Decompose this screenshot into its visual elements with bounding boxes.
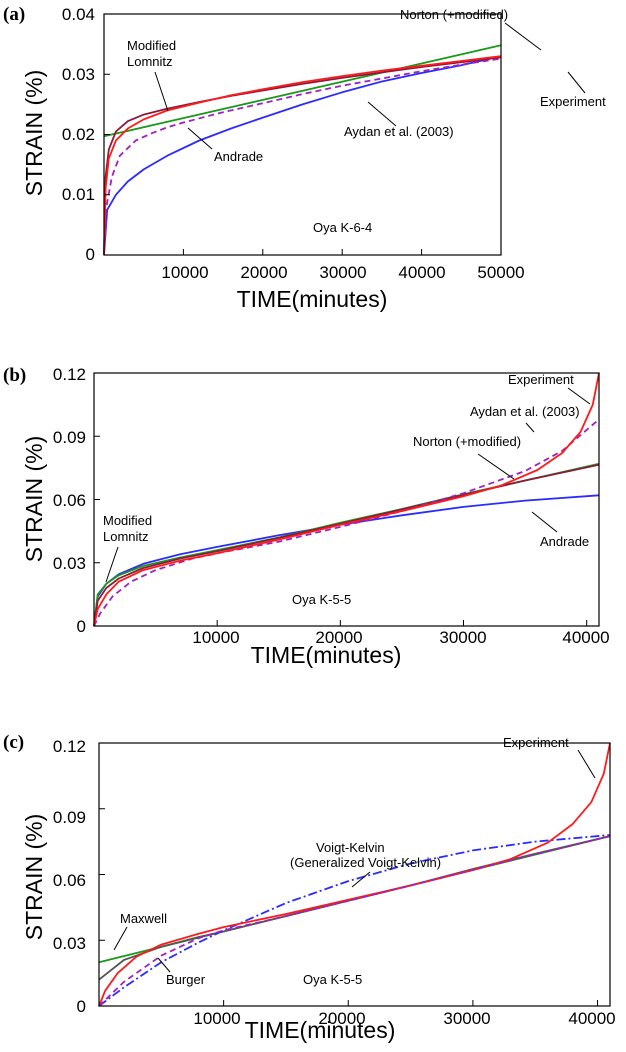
- annotation-label: Andrade: [214, 149, 263, 164]
- panel-b: (b) STRAIN (%) TIME(minutes) 0 0.03 0.06…: [3, 365, 610, 668]
- y-axis-label: STRAIN (%): [21, 436, 47, 563]
- panel-label: (a): [3, 4, 25, 25]
- x-tick-label: 40000: [398, 263, 445, 282]
- y-axis-label: STRAIN (%): [21, 814, 47, 941]
- tick-labels: 0 0.01 0.02 0.03 0.04 10000 20000 30000 …: [62, 5, 525, 282]
- annotations: Experiment Aydan et al. (2003) Norton (+…: [103, 372, 591, 607]
- x-tick-label: 20000: [315, 628, 362, 647]
- annotation-pointer: [187, 127, 213, 150]
- y-tick-label: 0.01: [62, 185, 95, 204]
- y-tick-label: 0.03: [62, 65, 95, 84]
- annotation-pointer: [154, 71, 169, 112]
- annotation-label: Experiment: [503, 735, 569, 750]
- series-group: [103, 44, 502, 256]
- annotation-label: Modified: [127, 38, 176, 53]
- annotation-label: Experiment: [540, 94, 606, 109]
- x-tick-label: 30000: [319, 263, 366, 282]
- annotation-pointer: [113, 926, 128, 951]
- series-line-experiment: [103, 55, 502, 256]
- series-line-experiment: [93, 372, 600, 627]
- annotation-label: Voigt-Kelvin: [316, 840, 385, 855]
- series-line-modified-lomnitz: [103, 56, 502, 256]
- x-tick-label: 10000: [192, 628, 239, 647]
- x-tick-label: 50000: [477, 263, 524, 282]
- annotation-pointer: [157, 957, 171, 973]
- y-tick-label: 0.06: [53, 491, 86, 510]
- annotation-label: Andrade: [540, 534, 589, 549]
- series-group: [98, 742, 611, 1007]
- tick-labels: 0 0.03 0.06 0.09 0.12 10000 20000 30000 …: [53, 737, 616, 1028]
- series-line-voigt-kelvin-generalized-voigt-kelvin: [98, 834, 611, 1007]
- series-line-aydan-et-al-2003: [93, 418, 600, 627]
- x-tick-label: 20000: [318, 1009, 365, 1028]
- x-axis-label: TIME(minutes): [237, 286, 388, 312]
- annotation-label: Lomnitz: [103, 529, 149, 544]
- x-axis-label: TIME(minutes): [251, 642, 402, 668]
- annotation-label: Norton (+modified): [400, 7, 508, 22]
- panel-a: (a) STRAIN (%) TIME(minutes) 0 0.01 0.02…: [3, 4, 606, 312]
- panel-c: (c) STRAIN (%) TIME(minutes) 0 0.03 0.06…: [3, 732, 616, 1043]
- series-line-experiment: [98, 742, 611, 1007]
- series-line-aydan-et-al-2003: [103, 57, 502, 256]
- annotation-label: Norton (+modified): [413, 434, 521, 449]
- y-tick-label: 0.04: [62, 5, 95, 24]
- x-tick-label: 10000: [161, 263, 208, 282]
- annotation-pointer: [525, 422, 535, 433]
- x-axis-label: TIME(minutes): [245, 1017, 396, 1043]
- series-line-modified-lomnitz: [93, 463, 600, 627]
- panel-label: (c): [3, 732, 24, 753]
- annotation-pointer: [367, 101, 397, 127]
- y-tick-label: 0.02: [62, 125, 95, 144]
- annotation-label: Lomnitz: [127, 54, 173, 69]
- y-tick-label: 0.09: [53, 808, 86, 827]
- annotation-pointer: [477, 453, 515, 480]
- annotation-label: Aydan et al. (2003): [470, 404, 580, 419]
- y-tick-label: 0: [77, 997, 86, 1016]
- x-tick-label: 20000: [240, 263, 287, 282]
- annotations: Norton (+modified) Modified Lomnitz Expe…: [127, 7, 606, 235]
- series-line-norton-modified: [103, 44, 502, 138]
- series-group: [93, 372, 600, 627]
- y-tick-label: 0.12: [53, 737, 86, 756]
- y-tick-label: 0.03: [53, 934, 86, 953]
- annotation-label: (Generalized Voigt-Kelvin): [290, 855, 441, 870]
- annotation-label: Aydan et al. (2003): [344, 124, 454, 139]
- y-tick-label: 0: [77, 617, 86, 636]
- annotation-label: Modified: [103, 513, 152, 528]
- x-tick-label: 40000: [562, 628, 609, 647]
- annotation-pointer: [577, 749, 596, 779]
- x-tick-label: 30000: [439, 628, 486, 647]
- series-line-unnamed: [98, 835, 611, 1007]
- annotation-pointer: [105, 546, 119, 583]
- tick-labels: 0 0.03 0.06 0.09 0.12 10000 20000 30000 …: [53, 365, 610, 647]
- x-tick-label: 10000: [193, 1009, 240, 1028]
- specimen-label: Oya K-5-5: [292, 592, 351, 607]
- y-tick-label: 0.12: [53, 365, 86, 384]
- annotation-label: Maxwell: [120, 911, 167, 926]
- annotation-pointer: [567, 71, 586, 94]
- annotations: Experiment Voigt-Kelvin (Generalized Voi…: [113, 735, 596, 987]
- y-tick-label: 0.09: [53, 428, 86, 447]
- specimen-label: Oya K-6-4: [313, 220, 372, 235]
- y-axis-label: STRAIN (%): [21, 70, 47, 197]
- annotation-pointer: [504, 22, 542, 51]
- series-line-andrade: [103, 55, 502, 256]
- annotation-label: Burger: [166, 972, 206, 987]
- plot-frame: [98, 742, 611, 1007]
- panel-label: (b): [3, 365, 26, 386]
- y-tick-label: 0: [86, 245, 95, 264]
- x-tick-label: 30000: [443, 1009, 490, 1028]
- y-tick-label: 0.03: [53, 554, 86, 573]
- specimen-label: Oya K-5-5: [303, 972, 362, 987]
- x-tick-label: 40000: [568, 1009, 615, 1028]
- annotation-pointer: [567, 387, 591, 405]
- annotation-label: Experiment: [508, 372, 574, 387]
- annotation-pointer: [351, 871, 371, 888]
- y-tick-label: 0.06: [53, 871, 86, 890]
- annotation-pointer: [531, 511, 558, 533]
